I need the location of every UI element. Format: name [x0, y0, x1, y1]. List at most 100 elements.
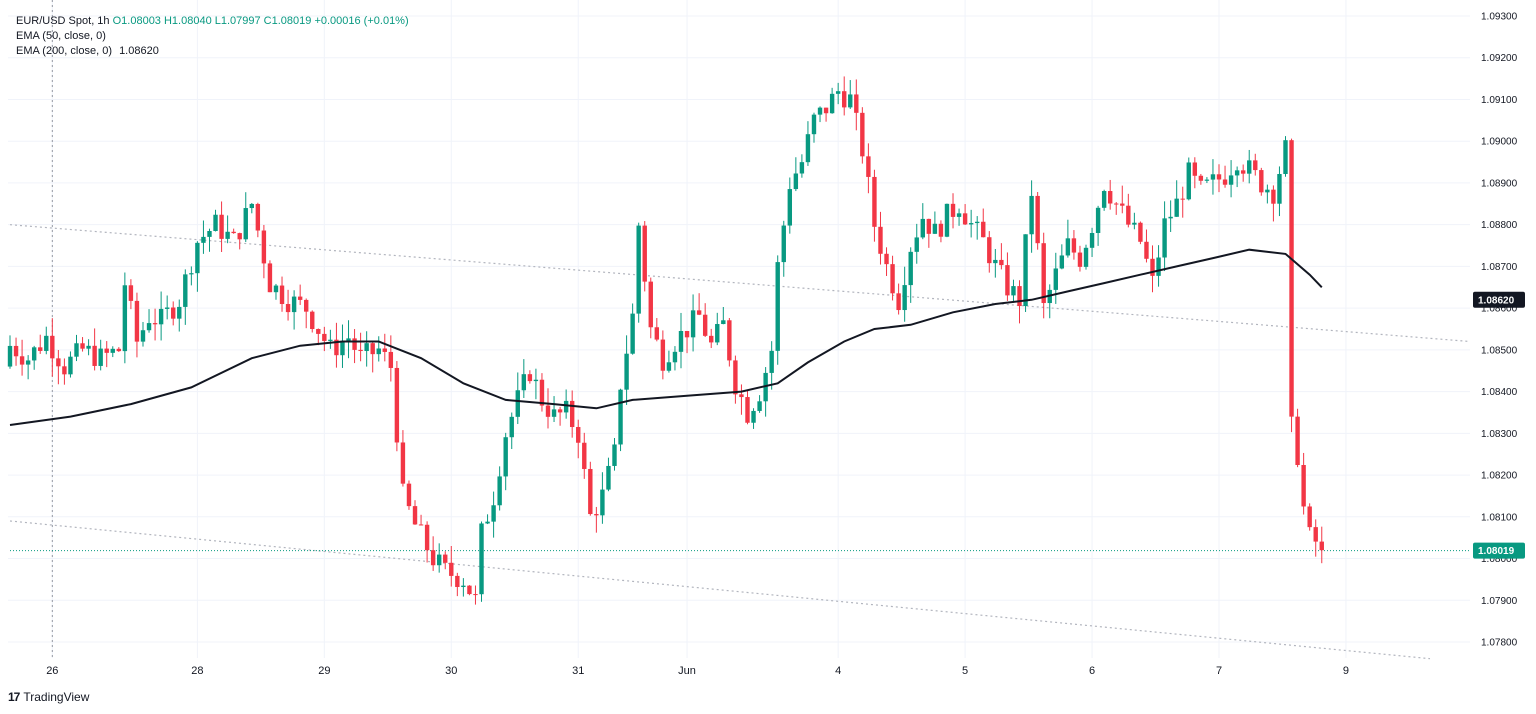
candle: [932, 211, 938, 234]
candle: [44, 326, 49, 355]
candle: [225, 215, 230, 244]
candle-body: [872, 176, 877, 227]
candle: [1247, 149, 1252, 184]
candle-body: [1138, 222, 1143, 242]
time-tick-label: 9: [1343, 665, 1349, 677]
candle-body: [1101, 191, 1107, 208]
price-tick-label: 1.08000: [1481, 554, 1518, 565]
candle-body: [715, 324, 720, 343]
candle-body: [255, 203, 261, 231]
candle-body: [600, 489, 605, 516]
candle: [975, 216, 980, 240]
candle: [1259, 167, 1264, 196]
candle: [158, 291, 164, 341]
candle-body: [678, 330, 684, 352]
time-tick-label: 28: [191, 665, 203, 677]
candle: [1228, 160, 1234, 198]
candle: [31, 345, 37, 370]
candle-body: [509, 416, 514, 438]
tradingview-brand[interactable]: 17 TradingView: [8, 690, 89, 704]
candle: [781, 220, 786, 277]
candle: [678, 312, 684, 369]
candle: [1053, 252, 1058, 304]
candle-body: [1234, 170, 1240, 176]
price-tick-label: 1.09000: [1481, 137, 1518, 148]
candle: [467, 585, 472, 596]
candle: [346, 320, 351, 359]
candle: [370, 341, 375, 373]
candle: [219, 201, 224, 252]
candle: [805, 121, 811, 166]
legend-symbol[interactable]: EUR/USD Spot, 1h: [16, 15, 110, 27]
time-axis[interactable]: 26 28 29 30 31 Jun 4 5 6 7 9: [46, 665, 1349, 677]
candle-body: [981, 221, 986, 238]
candle: [545, 388, 551, 429]
candle: [1023, 234, 1028, 312]
candle: [406, 480, 412, 510]
candle-body: [1204, 179, 1210, 181]
candle: [418, 514, 424, 526]
candle-body: [1253, 160, 1258, 171]
candle-body: [1210, 174, 1216, 180]
candle: [104, 341, 109, 368]
candle: [944, 203, 950, 238]
candle-body: [926, 218, 932, 234]
legend-row-ema200: EMA (200, close, 0) 1.08620: [16, 44, 409, 59]
candle-body: [763, 372, 768, 402]
candle-body: [829, 93, 835, 114]
candle: [1234, 166, 1240, 188]
upper-trend-line[interactable]: [9, 224, 1471, 343]
candle: [539, 373, 545, 412]
price-tick-label: 1.08600: [1481, 304, 1518, 315]
candle-body: [1071, 238, 1077, 253]
candle: [364, 331, 369, 367]
candle: [582, 432, 587, 479]
candle-body: [56, 358, 61, 367]
price-tick-label: 1.08300: [1481, 429, 1518, 440]
candle: [551, 396, 557, 423]
candle-body: [158, 308, 164, 325]
candle: [116, 347, 122, 353]
legend-ema200[interactable]: EMA (200, close, 0): [16, 45, 112, 57]
candle: [1277, 166, 1282, 217]
candle-body: [152, 323, 158, 325]
candle-body: [896, 293, 901, 311]
ema-200-path[interactable]: [9, 248, 1323, 426]
candle-body: [1041, 243, 1046, 304]
candle: [999, 243, 1004, 270]
candle: [68, 351, 73, 378]
candle: [727, 317, 732, 367]
candle-body: [799, 162, 805, 174]
candle: [25, 355, 31, 380]
candle: [799, 154, 805, 178]
candle-body: [328, 339, 333, 341]
candle-body: [666, 362, 672, 371]
candle: [13, 337, 19, 366]
candle: [1186, 157, 1191, 201]
candle-body: [1126, 205, 1131, 225]
candle: [86, 339, 91, 356]
candle: [878, 211, 883, 265]
price-axis[interactable]: 1.09300 1.09200 1.09100 1.09000 1.08900 1.088…: [1481, 12, 1518, 649]
candle: [449, 545, 454, 587]
candle-body: [920, 218, 925, 238]
candle-body: [1095, 207, 1101, 233]
candle: [600, 472, 605, 524]
candle-body: [962, 213, 968, 225]
candle: [684, 330, 690, 354]
candle: [146, 309, 152, 333]
candle: [1198, 173, 1204, 185]
candle: [74, 334, 79, 362]
time-tick-label: 26: [46, 665, 58, 677]
candle-body: [739, 394, 744, 398]
legend-ema50[interactable]: EMA (50, close, 0): [16, 30, 106, 42]
candle: [310, 310, 315, 333]
candle-body: [1259, 170, 1264, 193]
lower-trend-line[interactable]: [9, 520, 1431, 660]
candle-body: [1077, 252, 1083, 267]
candle-body: [702, 314, 708, 336]
candle-body: [956, 213, 962, 217]
candle: [1174, 180, 1179, 217]
ema-badge-text: 1.08620: [1478, 295, 1515, 306]
